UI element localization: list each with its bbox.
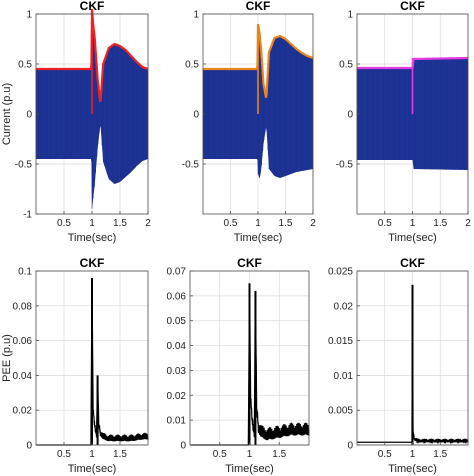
chart-panel-1: 0.5 1 1.5 2 -1 -0.5 0 0.5 1 CKF Time(sec) Current (…: [1, 0, 151, 244]
y-tick-label: 0.05: [167, 316, 187, 327]
x-tick-label: 2: [465, 218, 471, 229]
x-tick-label: 1.5: [279, 218, 293, 229]
chart-title: CKF: [80, 256, 105, 270]
chart-panel-2: 0.5 1 1.5 2 -0.5 0 0.5 1 CKF Time(sec): [182, 0, 316, 244]
y-tick-label: -0.5: [336, 160, 354, 171]
x-tick-label: 1: [410, 218, 416, 229]
x-axis-label: Time(sec): [234, 232, 282, 244]
y-tick-label: 0.5: [18, 60, 32, 71]
y-tick-label: 0.01: [334, 371, 354, 382]
y-tick-label: 0.025: [328, 267, 353, 278]
x-tick-label: 1: [89, 218, 95, 229]
y-tick-label: 1: [193, 10, 199, 21]
chart-title: CKF: [246, 0, 271, 13]
x-tick-label: 0.5: [57, 449, 71, 460]
y-tick-label: 0.06: [13, 336, 33, 347]
y-tick-label: 0.5: [339, 60, 353, 71]
chart-panel-6: 0.5 1 1.5 0 0.005 0.01 0.015 0.02 0.025 CKF Time(s…: [328, 256, 469, 475]
y-tick-label: 0: [193, 110, 199, 121]
y-tick-label: 1: [26, 10, 32, 21]
chart-panel-5: 0.5 1 1.5 0 0.01 0.02 0.03 0.04 0.05 0.06 0.07 CKF T…: [167, 256, 310, 475]
x-tick-label: 0.5: [224, 218, 238, 229]
chart-panel-4: 0.5 1 1.5 0 0.02 0.04 0.06 0.08 0.1 CKF Time(sec) P…: [1, 256, 149, 475]
x-axis-label: Time(sec): [388, 463, 436, 475]
x-tick-label: 1.5: [433, 218, 447, 229]
y-tick-label: 0.01: [167, 416, 187, 427]
y-tick-label: 0.005: [328, 406, 353, 417]
y-tick-label: -0.5: [182, 160, 200, 171]
x-tick-label: 0.5: [378, 449, 392, 460]
y-tick-label: 0.08: [13, 301, 33, 312]
x-tick-label: 1: [410, 449, 416, 460]
y-tick-label: 0.5: [185, 60, 199, 71]
y-tick-label: 0.1: [18, 267, 32, 278]
y-tick-label: 0: [180, 441, 186, 452]
y-tick-label: 0: [347, 441, 353, 452]
chart-title: CKF: [237, 256, 262, 270]
x-axis-label: Time(sec): [68, 463, 116, 475]
y-tick-label: -1: [23, 210, 32, 221]
y-tick-label: 0: [26, 441, 32, 452]
y-tick-label: 0.04: [167, 341, 187, 352]
y-tick-label: 0.02: [167, 391, 187, 402]
chart-title: CKF: [80, 0, 105, 13]
y-axis-label: Current (p.u): [1, 83, 13, 145]
x-axis-label: Time(sec): [68, 232, 116, 244]
chart-title: CKF: [400, 0, 425, 13]
x-tick-label: 2: [310, 218, 316, 229]
y-tick-label: 0.03: [167, 366, 187, 377]
x-axis-label: Time(sec): [225, 463, 273, 475]
x-tick-label: 1.5: [433, 449, 447, 460]
x-tick-label: 0.5: [57, 218, 71, 229]
y-tick-label: 0.04: [13, 371, 33, 382]
y-tick-label: 0: [26, 110, 32, 121]
x-tick-label: 2: [145, 218, 151, 229]
x-tick-label: 1: [89, 449, 95, 460]
y-tick-label: 1: [347, 10, 353, 21]
y-tick-label: 0.07: [167, 267, 187, 278]
y-tick-label: 0.02: [13, 406, 33, 417]
chart-panel-3: 0.5 1 1.5 2 -0.5 0 0.5 1 CKF Time(sec): [336, 0, 471, 244]
x-tick-label: 1: [247, 449, 253, 460]
x-tick-label: 1.5: [113, 449, 127, 460]
x-axis-label: Time(sec): [388, 232, 436, 244]
y-tick-label: 0.015: [328, 336, 353, 347]
chart-title: CKF: [400, 256, 425, 270]
x-tick-label: 0.5: [378, 218, 392, 229]
x-tick-label: 1.5: [272, 449, 286, 460]
y-tick-label: 0.06: [167, 291, 187, 302]
x-tick-label: 0.5: [213, 449, 227, 460]
y-axis-label: PEE (p.u): [1, 334, 13, 382]
y-tick-label: 0.02: [334, 301, 354, 312]
y-tick-label: -0.5: [15, 160, 33, 171]
x-tick-label: 1.5: [113, 218, 127, 229]
y-tick-label: 0: [347, 110, 353, 121]
x-tick-label: 1: [255, 218, 261, 229]
